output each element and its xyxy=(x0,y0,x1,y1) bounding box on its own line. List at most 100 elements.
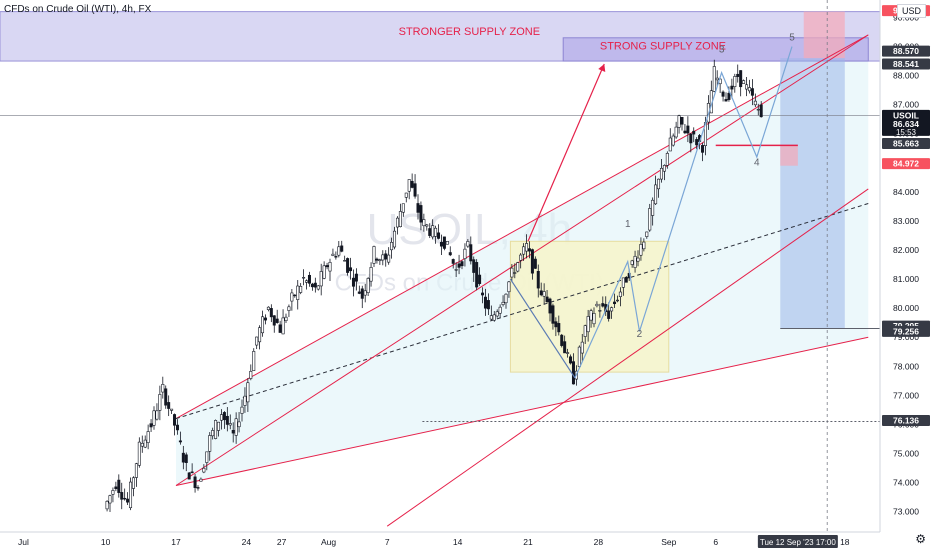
candle-up xyxy=(343,260,347,262)
candle-down xyxy=(334,256,338,258)
candle-down xyxy=(486,300,490,310)
x-tick-label: 28 xyxy=(594,537,604,547)
candle-up xyxy=(747,87,751,92)
candle-down xyxy=(164,388,168,406)
candle-up xyxy=(146,431,150,443)
candle-up xyxy=(243,395,247,406)
y-tick-label: 78.000 xyxy=(893,361,919,371)
candle-up xyxy=(205,451,209,463)
lower-channel-line xyxy=(175,336,869,486)
time-cursor-label: Tue 12 Sep '23 17:00 xyxy=(760,538,837,547)
candle-up xyxy=(170,408,174,411)
risk-zone xyxy=(780,145,798,166)
candle-down xyxy=(483,296,487,309)
candle-up xyxy=(742,80,746,84)
candle-down xyxy=(481,292,485,296)
candle-up xyxy=(305,280,309,283)
candle-down xyxy=(527,248,531,252)
candle-up xyxy=(671,135,675,146)
wave-label-3: 3 xyxy=(719,44,725,55)
candle-up xyxy=(513,272,517,274)
candle-down xyxy=(442,236,446,249)
candle-up xyxy=(328,262,332,272)
y-tick-label: 81.000 xyxy=(893,274,919,284)
candle-up xyxy=(654,184,658,205)
y-tick-label: 80.000 xyxy=(893,303,919,313)
candle-down xyxy=(149,423,153,428)
candle-down xyxy=(340,245,344,252)
candle-up xyxy=(395,217,399,228)
candle-up xyxy=(712,66,716,92)
x-tick-label: 14 xyxy=(453,537,463,547)
candle-up xyxy=(217,421,221,431)
candle-down xyxy=(613,301,617,305)
x-tick-label: 27 xyxy=(277,537,287,547)
candle-down xyxy=(563,341,567,354)
candle-down xyxy=(730,85,734,90)
candle-up xyxy=(219,414,223,421)
candle-up xyxy=(668,137,672,152)
candle-down xyxy=(384,253,388,260)
price-axis-bg xyxy=(880,0,932,550)
candle-up xyxy=(143,439,147,448)
candle-up xyxy=(642,241,646,250)
candle-up xyxy=(516,262,520,272)
candle-down xyxy=(560,334,564,346)
candle-down xyxy=(193,476,197,488)
candle-up xyxy=(111,490,115,495)
candle-down xyxy=(607,310,611,319)
price-tag-value: 86.634 xyxy=(893,119,919,129)
candle-up xyxy=(299,286,303,293)
price-tag xyxy=(882,45,930,57)
candle-up xyxy=(445,241,449,245)
candle-down xyxy=(683,130,687,134)
projection-arrow-head xyxy=(598,63,606,72)
candle-up xyxy=(155,410,159,420)
candle-down xyxy=(278,324,282,333)
stronger-supply-label: STRONGER SUPPLY ZONE xyxy=(399,26,540,38)
candle-up xyxy=(592,313,596,325)
candle-down xyxy=(413,183,417,197)
candle-down xyxy=(439,241,443,247)
candle-up xyxy=(422,219,426,227)
candle-up xyxy=(140,443,144,447)
candle-up xyxy=(372,246,376,264)
candle-up xyxy=(566,352,570,354)
strong-supply-zone xyxy=(562,37,869,62)
candle-up xyxy=(542,291,546,297)
candle-up xyxy=(510,267,514,278)
candle-up xyxy=(577,346,581,367)
candle-down xyxy=(624,276,628,283)
candle-down xyxy=(325,265,329,268)
candle-up xyxy=(281,317,285,335)
candle-down xyxy=(692,130,696,135)
candle-up xyxy=(302,277,306,279)
candle-up xyxy=(580,341,584,354)
candle-up xyxy=(504,293,508,304)
candle-down xyxy=(354,273,358,282)
x-tick-label: 24 xyxy=(242,537,252,547)
candle-down xyxy=(196,487,200,489)
candle-up xyxy=(454,269,458,271)
candle-down xyxy=(272,315,276,326)
candle-down xyxy=(351,277,355,287)
candle-up xyxy=(583,325,587,337)
candle-up xyxy=(610,307,614,312)
settings-gear-icon[interactable]: ⚙ xyxy=(915,532,926,546)
candle-down xyxy=(680,116,684,125)
candle-up xyxy=(659,167,663,180)
strong-supply-label: STRONG SUPPLY ZONE xyxy=(600,40,726,52)
candle-down xyxy=(184,454,188,463)
candle-up xyxy=(158,394,162,411)
candle-up xyxy=(401,203,405,213)
candle-up xyxy=(522,246,526,255)
candle-up xyxy=(407,179,411,192)
candle-up xyxy=(131,477,135,489)
candle-up xyxy=(211,430,215,437)
candle-down xyxy=(120,492,124,500)
currency-badge[interactable]: USD xyxy=(896,4,926,18)
candle-down xyxy=(478,274,482,284)
candle-up xyxy=(615,299,619,302)
